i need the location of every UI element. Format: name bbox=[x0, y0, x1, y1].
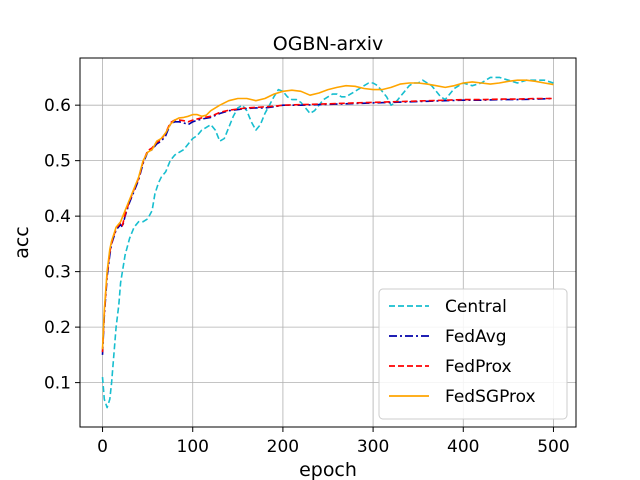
y-tick-label: 0.2 bbox=[44, 318, 71, 338]
y-axis-label: acc bbox=[11, 226, 33, 259]
series-line-fedsgprox bbox=[101, 79, 554, 350]
y-tick-label: 0.5 bbox=[44, 152, 71, 172]
x-tick-label: 0 bbox=[97, 437, 108, 457]
legend-label: FedSGProx bbox=[445, 387, 536, 407]
y-tick-label: 0.6 bbox=[44, 96, 71, 116]
y-tick-label: 0.3 bbox=[44, 263, 71, 283]
y-tick-label: 0.4 bbox=[44, 207, 71, 227]
series-line-fedprox bbox=[101, 97, 554, 353]
chart-title: OGBN-arxiv bbox=[273, 33, 384, 55]
plot-frame bbox=[79, 57, 577, 428]
x-tick-label: 100 bbox=[177, 437, 209, 457]
axis-ticks: 0 100 200 300 400 500 0.1 0.2 0.3 0.4 0.5 0.6 bbox=[44, 96, 570, 457]
x-tick-label: 400 bbox=[447, 437, 479, 457]
grid bbox=[80, 58, 576, 427]
x-axis-label: epoch bbox=[299, 459, 357, 480]
series-line-central bbox=[101, 76, 554, 409]
x-tick-label: 500 bbox=[537, 437, 569, 457]
legend-label: FedProx bbox=[445, 357, 512, 377]
x-tick-label: 300 bbox=[357, 437, 389, 457]
series-lines bbox=[101, 76, 554, 409]
legend: Central FedAvg FedProx FedSGProx bbox=[378, 288, 568, 420]
x-tick-label: 200 bbox=[267, 437, 299, 457]
y-tick-label: 0.1 bbox=[44, 374, 71, 394]
legend-label: Central bbox=[445, 297, 507, 317]
legend-box bbox=[378, 288, 568, 420]
legend-label: FedAvg bbox=[445, 327, 507, 347]
